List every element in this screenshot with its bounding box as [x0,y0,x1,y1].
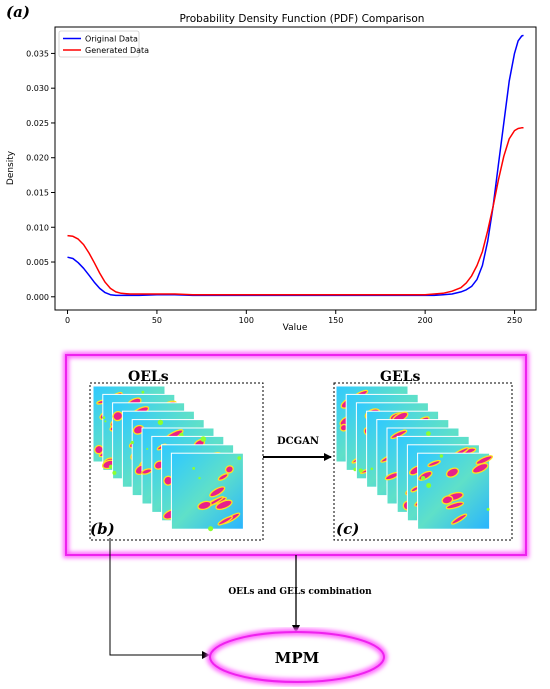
panel-label-c: (c) [336,520,359,538]
x-tick-label: 50 [152,316,162,325]
y-tick-label: 0.000 [26,293,49,302]
dcgan-label: DCGAN [277,436,319,447]
panel-label-b: (b) [90,520,115,538]
map-tile [170,452,244,532]
gels-box [333,382,513,541]
y-tick-label: 0.035 [26,49,49,58]
chart-title: Probability Density Function (PDF) Compa… [180,13,425,25]
y-tick-label: 0.015 [26,188,49,197]
y-axis: 0.000 0.005 0.010 0.015 0.020 0.025 0.030 0.035 [26,49,55,302]
y-tick-label: 0.020 [26,154,49,163]
oels-image-stack [92,385,244,532]
oels-label: OELs [128,369,169,385]
legend-label-original: Original Data [85,35,138,44]
x-tick-label: 250 [507,316,522,325]
connector-arrowhead [202,651,210,659]
x-tick-label: 0 [65,316,70,325]
mpm-label: MPM [275,649,320,667]
x-tick-label: 200 [417,316,432,325]
combination-label: OELs and GELs combination [228,587,372,597]
x-axis-label: Value [283,323,308,333]
gels-image-stack [335,385,494,530]
y-tick-label: 0.005 [26,258,49,267]
oels-box [89,382,264,541]
gels-label: GELs [380,369,420,385]
pdf-chart: (a) Probability Density Function (PDF) C… [6,3,537,333]
x-axis: 0 50 100 150 200 250 [65,310,522,325]
x-tick-label: 150 [328,316,343,325]
y-tick-label: 0.025 [26,119,49,128]
y-axis-label: Density [6,150,16,185]
map-tile [417,452,494,530]
series-group [67,34,524,297]
legend: Original Data Generated Data [58,30,149,58]
series-line-generated [67,127,524,296]
connector-oels-to-mpm [109,538,202,656]
mpm-ellipse [209,631,385,683]
y-tick-label: 0.010 [26,223,49,232]
y-tick-label: 0.030 [26,84,49,93]
plot-frame [54,26,537,311]
x-tick-label: 100 [239,316,254,325]
panel-label-a: (a) [6,3,30,21]
legend-label-generated: Generated Data [85,46,149,55]
